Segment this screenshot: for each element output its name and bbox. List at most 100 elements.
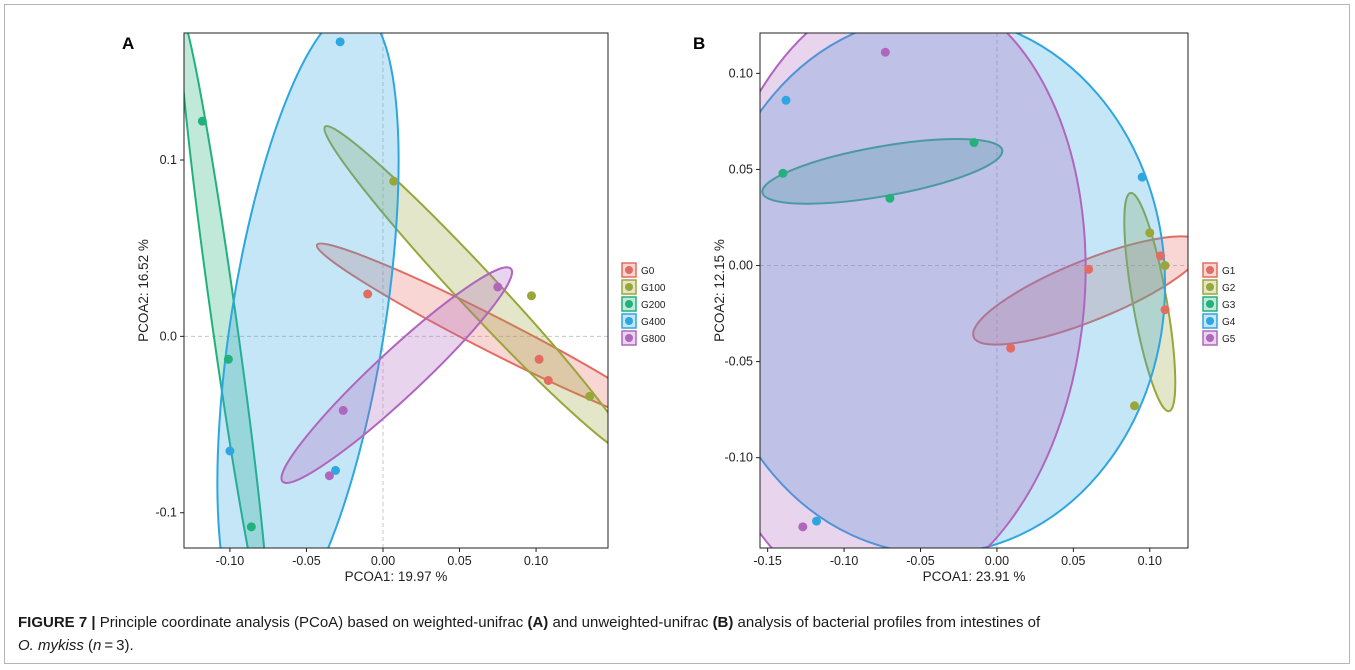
legend-label-g0: G0 — [641, 266, 655, 277]
y-tick-label: -0.10 — [725, 451, 754, 465]
ellipse-g400 — [216, 33, 400, 548]
y-tick-label: -0.05 — [725, 355, 754, 369]
point-g200-2 — [223, 354, 233, 364]
legend-label-g800: G800 — [641, 334, 666, 345]
y-tick-label: 0.0 — [160, 329, 177, 343]
ellipse-g200 — [184, 33, 270, 548]
x-tick-label: -0.05 — [292, 554, 321, 568]
y-tick-label: 0.05 — [729, 162, 753, 176]
point-g4-3 — [812, 516, 822, 526]
point-g5-1 — [880, 47, 890, 57]
point-g800-2 — [338, 405, 348, 415]
caption-text-2: and unweighted-unifrac — [548, 614, 713, 631]
point-g1-2 — [1084, 264, 1094, 274]
ellipse-g800 — [280, 266, 514, 484]
x-tick-label: 0.00 — [371, 554, 395, 568]
point-g400-2 — [225, 446, 235, 456]
panel-label: A — [122, 34, 134, 53]
point-g100-3 — [585, 391, 595, 401]
point-g1-3 — [1155, 251, 1165, 261]
legend-dot-g200 — [625, 300, 633, 308]
ellipse-g100 — [323, 125, 608, 456]
point-g3-1 — [778, 168, 788, 178]
caption-text-1: Principle coordinate analysis (PCoA) bas… — [95, 614, 528, 631]
point-g400-3 — [331, 465, 341, 475]
ellipse-g5 — [760, 33, 1087, 548]
point-g800-1 — [493, 282, 503, 292]
figure-charts: A -0.10 -0.05 0.00 0.05 0.10 -0.1 0.0 0.1 PCOA1: … — [122, 32, 1236, 584]
legend-dot-g0 — [625, 266, 633, 274]
panel-label: B — [693, 34, 705, 53]
legend-dot-g5 — [1206, 334, 1214, 342]
caption-text-3: analysis of bacterial profiles from inte… — [733, 614, 1041, 631]
point-g1-1 — [1006, 343, 1016, 353]
plot-content — [760, 33, 1188, 548]
point-g1-4 — [1160, 305, 1170, 315]
ellipse-g2 — [1123, 191, 1177, 413]
legend-label-g100: G100 — [641, 283, 666, 294]
caption-text-4: ( — [83, 637, 94, 654]
y-tick-label: 0.10 — [729, 66, 753, 80]
x-tick-label: -0.10 — [830, 554, 859, 568]
x-tick-label: -0.10 — [216, 554, 245, 568]
legend-label-g200: G200 — [641, 300, 666, 311]
legend-label-g2: G2 — [1222, 283, 1236, 294]
point-g0-1 — [363, 289, 373, 299]
figure-caption: FIGURE 7 | Principle coordinate analysis… — [18, 611, 1328, 657]
caption-panel-b-ref: (B) — [712, 614, 734, 631]
point-g100-1 — [389, 176, 399, 186]
legend-label-g5: G5 — [1222, 334, 1236, 345]
legend-label-g3: G3 — [1222, 300, 1236, 311]
plot-border — [759, 32, 1189, 549]
point-g5-2 — [798, 522, 808, 532]
y-axis-label: PCOA2: 16.52 % — [136, 239, 151, 342]
caption-panel-a-ref: (A) — [527, 614, 549, 631]
point-g400-1 — [335, 37, 345, 47]
legend-dot-g100 — [625, 283, 633, 291]
panel-a: A -0.10 -0.05 0.00 0.05 0.10 -0.1 0.0 0.1 PCOA1: … — [122, 32, 666, 584]
ellipse-g1 — [972, 235, 1188, 346]
ellipse-g4 — [760, 33, 1167, 548]
point-g800-3 — [324, 471, 334, 481]
legend-dot-g800 — [625, 334, 633, 342]
legend-dot-g400 — [625, 317, 633, 325]
legend-dot-g2 — [1206, 283, 1214, 291]
caption-text-5: = 3). — [101, 637, 134, 654]
point-g200-3 — [246, 522, 256, 532]
x-tick-label: 0.00 — [985, 554, 1009, 568]
x-tick-label: 0.05 — [447, 554, 471, 568]
point-g0-2 — [534, 354, 544, 364]
point-g100-2 — [526, 291, 536, 301]
point-g4-2 — [1137, 172, 1147, 182]
panel-b: B -0.15 -0.10 -0.05 0.00 0.05 0.10 -0.10 -0.05 0.… — [693, 32, 1236, 584]
y-tick-label: 0.00 — [729, 259, 753, 273]
caption-species: O. mykiss — [18, 637, 84, 654]
point-g0-3 — [543, 375, 553, 385]
legend-label-g4: G4 — [1222, 317, 1236, 328]
y-axis-label: PCOA2: 12.15 % — [712, 239, 727, 342]
x-tick-label: 0.10 — [524, 554, 548, 568]
point-g4-1 — [781, 95, 791, 105]
y-tick-label: -0.1 — [155, 506, 177, 520]
point-g2-3 — [1130, 401, 1139, 411]
x-axis-label: PCOA1: 19.97 % — [345, 569, 448, 584]
caption-figure-label: FIGURE 7 | — [18, 614, 96, 631]
point-g3-3 — [885, 193, 895, 203]
point-g2-1 — [1145, 228, 1155, 238]
plot-border — [183, 32, 609, 549]
x-tick-label: -0.15 — [753, 554, 782, 568]
x-axis-label: PCOA1: 23.91 % — [923, 569, 1026, 584]
x-tick-label: -0.05 — [906, 554, 935, 568]
legend-label-g400: G400 — [641, 317, 666, 328]
legend-dot-g1 — [1206, 266, 1214, 274]
caption-n-variable: n — [93, 637, 102, 654]
point-g2-2 — [1160, 261, 1170, 271]
x-tick-label: 0.05 — [1061, 554, 1085, 568]
point-g3-2 — [969, 138, 979, 148]
x-tick-label: 0.10 — [1138, 554, 1162, 568]
point-g200-1 — [197, 116, 207, 126]
y-tick-label: 0.1 — [160, 153, 177, 167]
legend-dot-g4 — [1206, 317, 1214, 325]
legend-dot-g3 — [1206, 300, 1214, 308]
legend-label-g1: G1 — [1222, 266, 1236, 277]
